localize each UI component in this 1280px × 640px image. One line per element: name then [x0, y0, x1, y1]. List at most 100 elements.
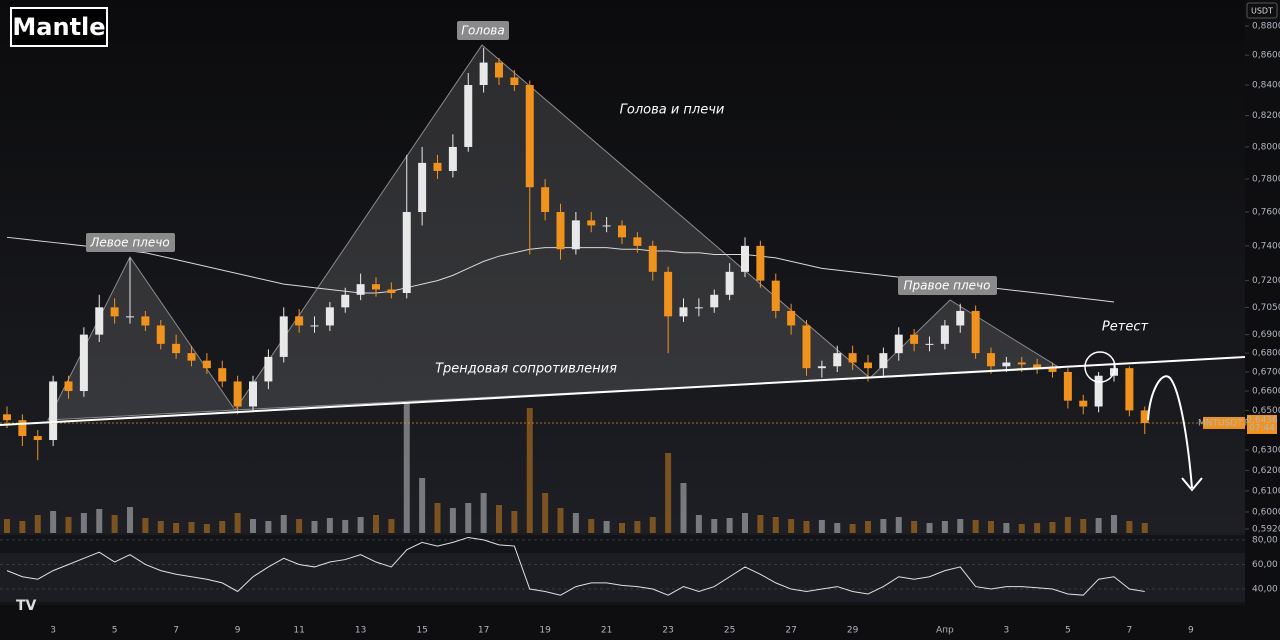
candle-body	[325, 307, 334, 326]
candle-body	[356, 284, 365, 295]
left-shoulder-label: Левое плечо	[89, 236, 169, 250]
volume-bar	[1126, 521, 1133, 533]
x-tick-label: 13	[355, 626, 366, 636]
candle-body	[1017, 362, 1026, 365]
volume-bar	[511, 511, 518, 533]
candle-body	[64, 381, 73, 392]
logo: Mantle	[12, 13, 105, 41]
candle-body	[587, 220, 596, 226]
volume-bar	[526, 408, 533, 533]
tag-box	[457, 21, 509, 40]
candle-body	[479, 62, 488, 86]
volume-bar	[649, 517, 656, 533]
volume-bar	[834, 523, 841, 533]
x-tick-label: 5	[1065, 626, 1071, 636]
watermark: ⁠TV	[16, 598, 37, 614]
volume-bar	[4, 519, 10, 533]
candle-body	[264, 356, 273, 382]
candle-body	[510, 77, 519, 86]
volume-bar	[434, 503, 441, 533]
volume-bar	[480, 493, 487, 533]
volume-bar	[588, 519, 595, 533]
volume-bar	[680, 483, 687, 533]
volume-bar	[496, 505, 502, 533]
candle-body	[495, 62, 503, 78]
candle-body	[49, 381, 58, 441]
candle-body	[971, 310, 980, 354]
arrow-head	[1181, 477, 1203, 492]
volume-bar	[188, 522, 195, 533]
volume-bar	[388, 519, 395, 533]
volume-bar	[311, 521, 318, 533]
currency[interactable]: USDT	[1251, 7, 1273, 16]
candle-body	[126, 316, 134, 318]
candle-body	[1033, 364, 1042, 369]
volume-bar	[726, 518, 733, 533]
candle-body	[279, 316, 288, 357]
x-tick-label: 3	[1004, 626, 1010, 636]
candle-body	[1079, 400, 1088, 407]
volume-bar	[742, 513, 748, 533]
candle-body	[372, 284, 380, 290]
candle-body	[541, 187, 550, 213]
drawings	[0, 351, 1246, 492]
rsi-line	[6, 536, 1145, 596]
last-price: 0,6436	[1246, 415, 1278, 425]
pattern-label: Голова и плечи	[620, 103, 725, 118]
candle-body	[448, 146, 457, 171]
symbol: MNTUSDT.P	[1198, 418, 1251, 428]
symbol-box	[1203, 416, 1245, 429]
rsi-band	[0, 553, 1245, 602]
volume-bar	[1064, 517, 1071, 533]
retest-circle	[1084, 351, 1116, 383]
candle-body	[310, 325, 319, 327]
volume-bar	[757, 515, 764, 533]
volume-bar	[619, 523, 625, 533]
candle-body	[141, 316, 150, 326]
volume-bar	[173, 523, 180, 533]
x-tick-label: 23	[662, 626, 673, 636]
currency-box[interactable]	[1246, 2, 1278, 19]
rsi-tick-label: 60,00	[1252, 560, 1278, 570]
x-tick-label: 25	[724, 626, 735, 636]
candle-body	[3, 414, 11, 421]
candle-body	[387, 289, 396, 294]
countdown: 07:44	[1249, 423, 1275, 433]
candle-body	[33, 436, 42, 441]
volume-bar	[634, 521, 641, 533]
volume-bar	[711, 519, 718, 533]
volume-bar	[1018, 524, 1025, 533]
volume-bar	[19, 521, 26, 533]
volume-bar	[465, 503, 472, 533]
volume-bar	[449, 508, 456, 533]
left-shoulder-triangle	[47, 256, 236, 421]
x-tick-label: 5	[112, 626, 118, 636]
volume-bar	[1003, 523, 1010, 533]
right-shoulder-label: Правое плечо	[904, 279, 991, 293]
x-tick-label: 19	[539, 626, 551, 636]
volume-bar	[234, 513, 241, 533]
candle-body	[110, 307, 119, 317]
volume-bar	[326, 518, 333, 533]
candle-body	[156, 325, 165, 344]
volume-bar	[265, 521, 272, 533]
candle-body	[894, 334, 903, 354]
x-tick-label: 15	[416, 626, 427, 636]
candle-body	[464, 85, 473, 147]
candle-body	[771, 280, 780, 311]
trendline-label: Трендовая сопротивления	[435, 362, 617, 377]
candle-body	[710, 294, 719, 308]
volume-bar	[357, 517, 364, 533]
volume-bar	[127, 507, 133, 533]
volume-bar	[403, 403, 410, 533]
